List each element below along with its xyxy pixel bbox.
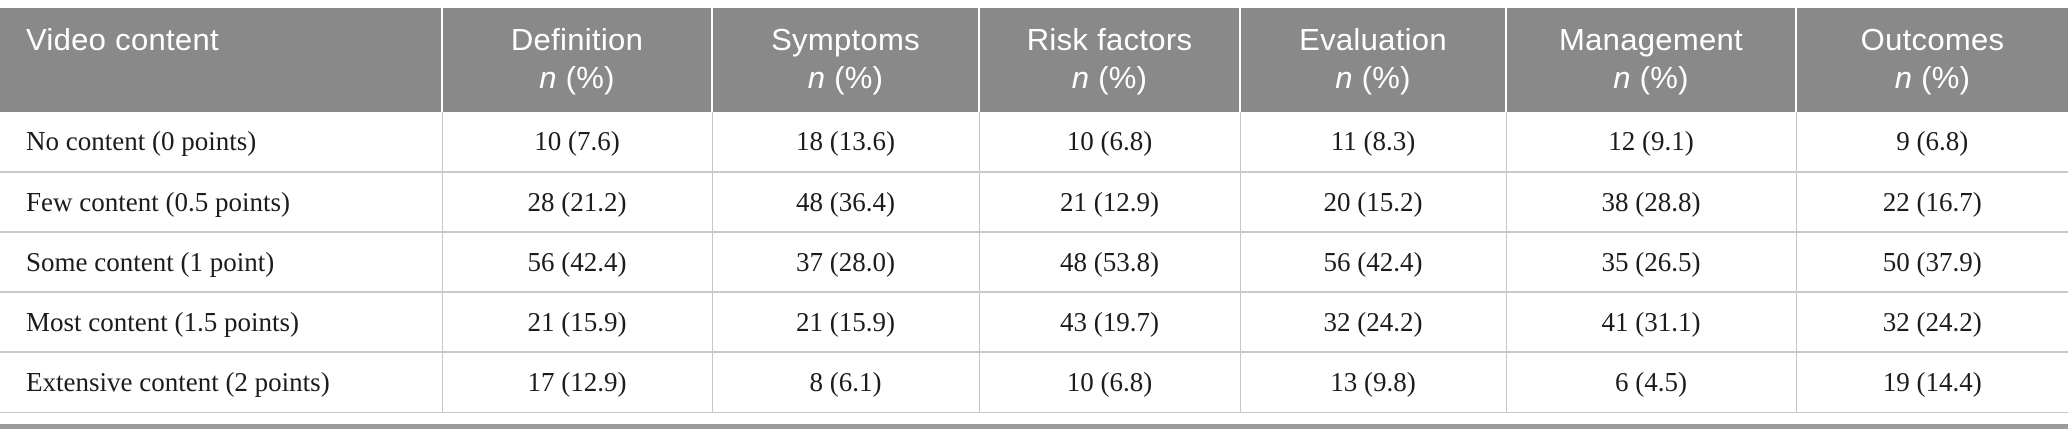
value-cell: 35 (26.5) (1505, 231, 1796, 292)
column-header-label: Symptoms (771, 22, 920, 57)
column-header-outcomes: Outcomes n (%) (1795, 8, 2068, 112)
row-label-cell: Most content (1.5 points) (0, 291, 442, 352)
value-cell: 28 (21.2) (441, 171, 712, 232)
table-row: Extensive content (2 points) 17 (12.9) 8… (0, 351, 2068, 413)
value-cell: 10 (6.8) (978, 351, 1240, 413)
column-header-label: Evaluation (1299, 22, 1447, 57)
value-cell: 19 (14.4) (1795, 351, 2068, 413)
value-cell: 18 (13.6) (711, 112, 979, 172)
value-cell: 48 (53.8) (978, 231, 1240, 292)
value-cell: 6 (4.5) (1505, 351, 1796, 413)
column-header-subunit: n (%) (807, 60, 884, 95)
value-cell: 9 (6.8) (1795, 112, 2068, 172)
value-cell: 50 (37.9) (1795, 231, 2068, 292)
row-label-cell: Few content (0.5 points) (0, 171, 442, 232)
value-cell: 48 (36.4) (711, 171, 979, 232)
column-header-label: Definition (510, 22, 644, 57)
value-cell: 43 (19.7) (978, 291, 1240, 352)
column-header-subunit: n (%) (1071, 60, 1148, 95)
value-cell: 21 (12.9) (978, 171, 1240, 232)
value-cell: 17 (12.9) (441, 351, 712, 413)
column-header-risk-factors: Risk factors n (%) (978, 8, 1240, 112)
column-header-definition: Definition n (%) (441, 8, 712, 112)
table-row: No content (0 points) 10 (7.6) 18 (13.6)… (0, 112, 2068, 172)
value-cell: 10 (7.6) (441, 112, 712, 172)
table-row: Some content (1 point) 56 (42.4) 37 (28.… (0, 231, 2068, 292)
column-header-subunit: n (%) (1894, 60, 1971, 95)
column-header-subunit: n (%) (1613, 60, 1689, 95)
column-header-label: Management (1559, 22, 1743, 57)
column-header-label: Video content (26, 22, 219, 57)
value-cell: 37 (28.0) (711, 231, 979, 292)
value-cell: 21 (15.9) (711, 291, 979, 352)
value-cell: 41 (31.1) (1505, 291, 1796, 352)
value-cell: 11 (8.3) (1239, 112, 1506, 172)
table-body: No content (0 points) 10 (7.6) 18 (13.6)… (0, 112, 2068, 413)
value-cell: 38 (28.8) (1505, 171, 1796, 232)
column-header-symptoms: Symptoms n (%) (711, 8, 979, 112)
value-cell: 8 (6.1) (711, 351, 979, 413)
table-bottom-rule (0, 423, 2068, 429)
table-row: Most content (1.5 points) 21 (15.9) 21 (… (0, 291, 2068, 352)
video-content-scoring-table: Video content Definition n (%) Symptoms … (0, 8, 2068, 413)
column-header-label: Risk factors (1026, 22, 1193, 57)
column-header-evaluation: Evaluation n (%) (1239, 8, 1506, 112)
table-header: Video content Definition n (%) Symptoms … (0, 8, 2068, 112)
value-cell: 56 (42.4) (1239, 231, 1506, 292)
value-cell: 32 (24.2) (1239, 291, 1506, 352)
column-header-subunit: n (%) (1335, 60, 1411, 95)
row-label-cell: Extensive content (2 points) (0, 351, 442, 413)
value-cell: 12 (9.1) (1505, 112, 1796, 172)
column-header-label: Outcomes (1860, 22, 2005, 57)
column-header-video-content: Video content (0, 8, 442, 112)
row-label-cell: No content (0 points) (0, 112, 442, 172)
value-cell: 56 (42.4) (441, 231, 712, 292)
value-cell: 20 (15.2) (1239, 171, 1506, 232)
value-cell: 22 (16.7) (1795, 171, 2068, 232)
value-cell: 21 (15.9) (441, 291, 712, 352)
value-cell: 13 (9.8) (1239, 351, 1506, 413)
value-cell: 10 (6.8) (978, 112, 1240, 172)
value-cell: 32 (24.2) (1795, 291, 2068, 352)
header-row: Video content Definition n (%) Symptoms … (0, 8, 2068, 112)
table-row: Few content (0.5 points) 28 (21.2) 48 (3… (0, 171, 2068, 232)
column-header-subunit: n (%) (539, 60, 615, 95)
column-header-management: Management n (%) (1505, 8, 1796, 112)
row-label-cell: Some content (1 point) (0, 231, 442, 292)
